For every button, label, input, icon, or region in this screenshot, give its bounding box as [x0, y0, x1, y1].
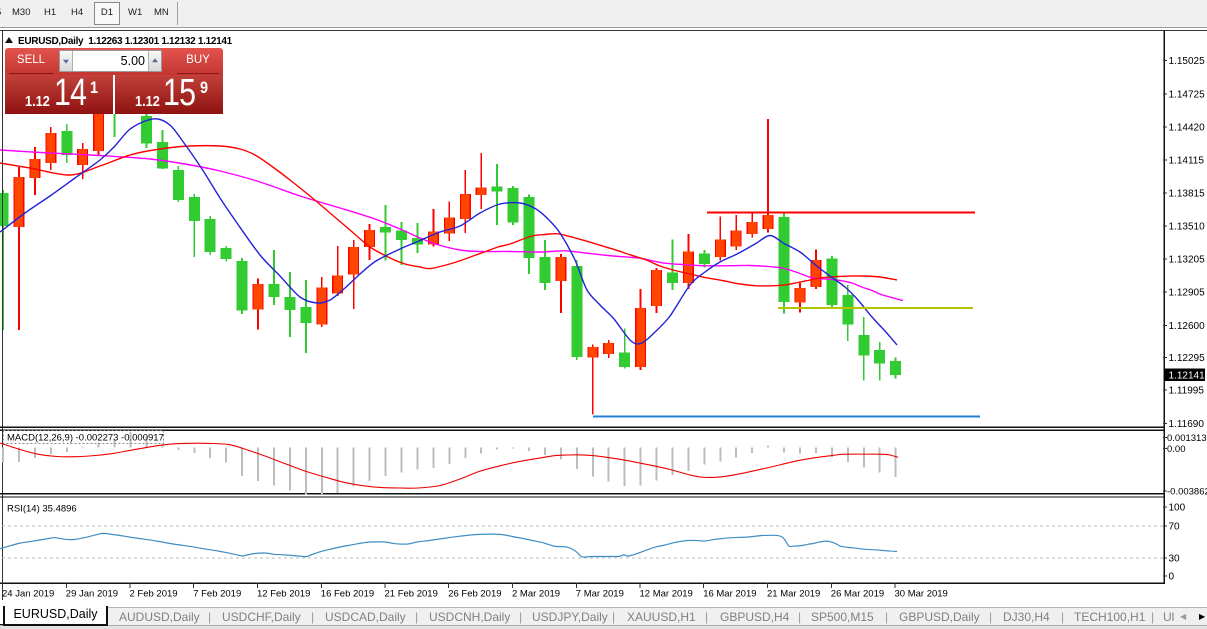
- svg-text:1.13510: 1.13510: [1169, 222, 1206, 233]
- svg-text:0: 0: [1169, 572, 1175, 583]
- svg-text:1.12141: 1.12141: [1169, 371, 1206, 382]
- svg-text:1.11995: 1.11995: [1169, 386, 1205, 397]
- svg-text:16 Mar 2019: 16 Mar 2019: [703, 589, 756, 600]
- svg-text:21 Mar 2019: 21 Mar 2019: [767, 589, 820, 600]
- svg-text:MACD(12,26,9) -0.002273 -0.000: MACD(12,26,9) -0.002273 -0.000917: [7, 433, 164, 444]
- svg-text:1.12905: 1.12905: [1169, 288, 1206, 299]
- svg-text:1.14725: 1.14725: [1169, 90, 1206, 101]
- svg-text:12 Mar 2019: 12 Mar 2019: [640, 589, 693, 600]
- svg-text:EURUSD,Daily 1.12263 1.12301: EURUSD,Daily 1.12263 1.12301 1.12132 1.1…: [18, 36, 233, 47]
- svg-text:1.12295: 1.12295: [1169, 353, 1206, 364]
- svg-text:2 Feb 2019: 2 Feb 2019: [130, 589, 178, 600]
- svg-text:2 Mar 2019: 2 Mar 2019: [512, 589, 560, 600]
- svg-text:7 Feb 2019: 7 Feb 2019: [193, 589, 241, 600]
- svg-text:1.12600: 1.12600: [1169, 321, 1206, 332]
- svg-text:70: 70: [1169, 522, 1181, 533]
- svg-text:12 Feb 2019: 12 Feb 2019: [257, 589, 310, 600]
- svg-text:16 Feb 2019: 16 Feb 2019: [321, 589, 374, 600]
- svg-text:1.15025: 1.15025: [1169, 56, 1206, 67]
- svg-text:7 Mar 2019: 7 Mar 2019: [576, 589, 624, 600]
- svg-text:30 Mar 2019: 30 Mar 2019: [895, 589, 948, 600]
- svg-text:1.11690: 1.11690: [1169, 419, 1205, 430]
- svg-text:21 Feb 2019: 21 Feb 2019: [385, 589, 438, 600]
- svg-text:24 Jan 2019: 24 Jan 2019: [2, 589, 54, 600]
- svg-text:30: 30: [1169, 554, 1181, 565]
- svg-text:1.13205: 1.13205: [1169, 255, 1206, 266]
- svg-text:1.14115: 1.14115: [1169, 156, 1205, 167]
- svg-text:29 Jan 2019: 29 Jan 2019: [66, 589, 118, 600]
- svg-text:26 Mar 2019: 26 Mar 2019: [831, 589, 884, 600]
- svg-text:100: 100: [1169, 503, 1186, 514]
- svg-text:26 Feb 2019: 26 Feb 2019: [448, 589, 501, 600]
- svg-text:1.14420: 1.14420: [1169, 123, 1206, 134]
- svg-text:0.001313: 0.001313: [1167, 433, 1207, 444]
- svg-text:RSI(14) 35.4896: RSI(14) 35.4896: [7, 504, 77, 515]
- svg-text:-0.003862: -0.003862: [1167, 487, 1207, 498]
- svg-text:0.00: 0.00: [1167, 444, 1186, 455]
- svg-text:1.13815: 1.13815: [1169, 189, 1206, 200]
